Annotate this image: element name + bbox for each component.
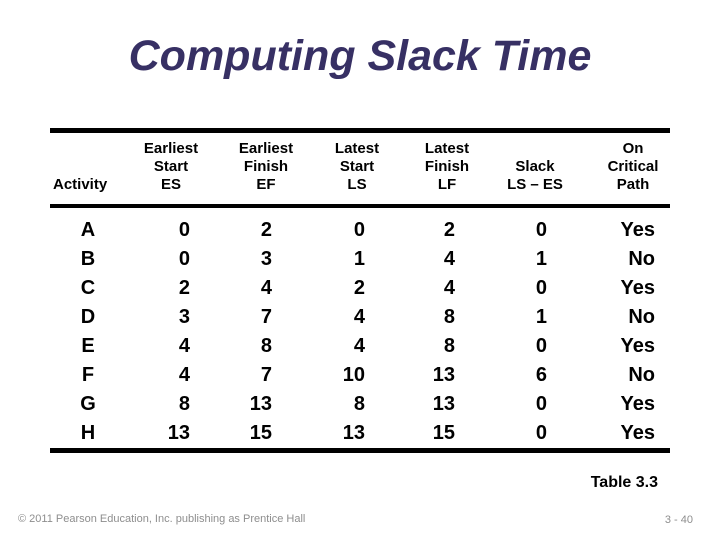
cell-ls: 0 [353,218,365,241]
cell-ef: 7 [260,363,272,386]
header-line: Path [616,175,650,193]
table-caption: Table 3.3 [590,474,658,491]
cell-lf: 4 [443,276,455,299]
header-line: Latest [424,139,470,157]
cell-slack: 0 [535,276,547,299]
column-header-earliest-start: Earliest Start ES [126,130,216,208]
header-line: LS – ES [507,175,563,193]
cell-slack: 0 [535,392,547,415]
cell-activity: A [80,218,96,241]
table-row: D 3 7 4 8 1 No [50,303,670,332]
cell-ls: 10 [342,363,365,386]
cell-es: 13 [167,421,190,444]
header-line: On [622,139,644,157]
cell-ef: 3 [260,247,272,270]
cell-lf: 2 [443,218,455,241]
cell-ls: 4 [353,305,365,328]
cell-critical-path: Yes [620,218,655,241]
cell-lf: 13 [432,363,455,386]
cell-ef: 13 [249,392,272,415]
header-line: LS [347,175,367,193]
cell-activity: G [80,392,96,415]
cell-ls: 4 [353,334,365,357]
header-line: LF [437,175,457,193]
column-header-on-critical-path: On Critical Path [574,130,670,208]
cell-critical-path: Yes [620,334,655,357]
column-header-latest-start: Latest Start LS [316,130,398,208]
cell-lf: 8 [443,305,455,328]
cell-activity: D [80,305,96,328]
slide-title: Computing Slack Time [128,32,592,80]
header-line: Activity [53,175,108,193]
cell-slack: 1 [535,247,547,270]
cell-ef: 7 [260,305,272,328]
header-line: Start [339,157,375,175]
column-header-latest-finish: Latest Finish LF [398,130,496,208]
cell-lf: 15 [432,421,455,444]
column-header-slack: Slack LS – ES [496,130,574,208]
cell-slack: 0 [535,421,547,444]
cell-activity: C [80,276,96,299]
table-row: G 8 13 8 13 0 Yes [50,390,670,419]
cell-activity: B [80,247,96,270]
header-line: EF [256,175,276,193]
table-row: H 13 15 13 15 0 Yes [50,419,670,451]
cell-ef: 2 [260,218,272,241]
header-line: ES [160,175,181,193]
column-header-activity: Activity [50,130,126,208]
cell-lf: 13 [432,392,455,415]
cell-slack: 0 [535,334,547,357]
table-row: A 0 2 0 2 0 Yes [50,206,670,245]
header-line: Latest [334,139,380,157]
header-line: Earliest [143,139,199,157]
cell-critical-path: Yes [620,276,655,299]
page-number: 3 - 40 [664,514,693,526]
cell-critical-path: Yes [620,421,655,444]
header-line: Slack [515,157,555,175]
header-line: Earliest [238,139,294,157]
cell-activity: H [80,421,96,444]
header-line: Start [153,157,189,175]
cell-es: 2 [178,276,190,299]
cell-critical-path: Yes [620,392,655,415]
cell-es: 0 [178,218,190,241]
cell-critical-path: No [628,305,655,328]
table-row: E 4 8 4 8 0 Yes [50,332,670,361]
cell-slack: 1 [535,305,547,328]
column-header-earliest-finish: Earliest Finish EF [216,130,316,208]
header-line: Finish [243,157,289,175]
cell-critical-path: No [628,363,655,386]
cell-es: 0 [178,247,190,270]
cell-ef: 8 [260,334,272,357]
header-line: Finish [424,157,470,175]
cell-es: 4 [178,363,190,386]
cell-es: 8 [178,392,190,415]
cell-es: 3 [178,305,190,328]
cell-ef: 4 [260,276,272,299]
table-row: B 0 3 1 4 1 No [50,245,670,274]
cell-lf: 4 [443,247,455,270]
cell-ls: 2 [353,276,365,299]
cell-ls: 13 [342,421,365,444]
cell-slack: 0 [535,218,547,241]
table-row: F 4 7 10 13 6 No [50,361,670,390]
table-row: C 2 4 2 4 0 Yes [50,274,670,303]
cell-ls: 8 [353,392,365,415]
slack-time-table: Activity Earliest Start ES Earliest Fini… [50,128,670,453]
table-header-row: Activity Earliest Start ES Earliest Fini… [50,130,670,208]
cell-critical-path: No [628,247,655,270]
cell-ef: 15 [249,421,272,444]
cell-ls: 1 [353,247,365,270]
cell-activity: E [81,334,95,357]
copyright-text: © 2011 Pearson Education, Inc. publishin… [18,513,306,525]
cell-lf: 8 [443,334,455,357]
cell-es: 4 [178,334,190,357]
cell-slack: 6 [535,363,547,386]
cell-activity: F [81,363,95,386]
header-line: Critical [607,157,659,175]
